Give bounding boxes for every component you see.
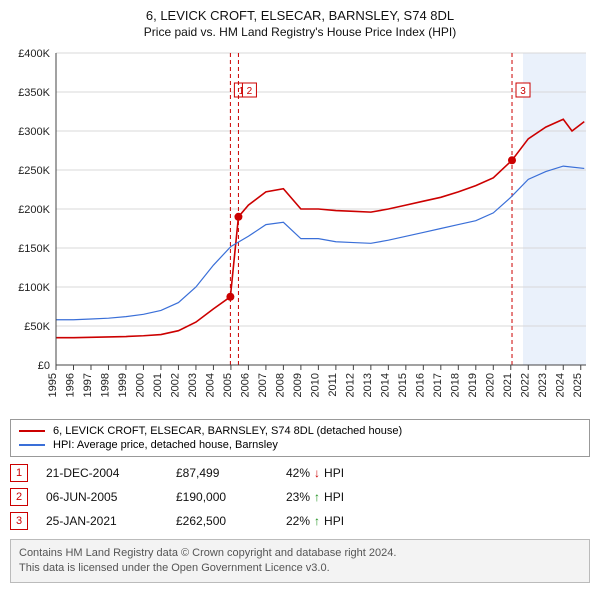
marker-delta-suffix: HPI (324, 514, 344, 528)
price-chart: £0 £50K £100K £150K £200K £250K £300K £350K £400… (0, 43, 600, 413)
svg-text:2019: 2019 (467, 373, 479, 397)
svg-text:2008: 2008 (274, 373, 286, 397)
marker-delta-pct: 22% (286, 514, 310, 528)
marker-delta: 22% ↑ HPI (286, 514, 344, 528)
svg-text:2009: 2009 (292, 373, 304, 397)
svg-text:£300K: £300K (18, 126, 50, 138)
svg-text:1997: 1997 (82, 373, 94, 397)
marker-delta: 23% ↑ HPI (286, 490, 344, 504)
marker-delta-pct: 23% (286, 490, 310, 504)
marker-date: 21-DEC-2004 (46, 466, 176, 480)
markers-table: 1 21-DEC-2004£87,49942% ↓ HPI 2 06-JUN-2005£1… (10, 461, 590, 533)
legend-swatch (19, 430, 45, 432)
svg-text:2002: 2002 (169, 373, 181, 397)
svg-text:2025: 2025 (572, 373, 584, 397)
svg-text:2022: 2022 (519, 373, 531, 397)
svg-text:2020: 2020 (484, 373, 496, 397)
svg-text:2023: 2023 (537, 373, 549, 397)
svg-text:2021: 2021 (502, 373, 514, 397)
svg-text:2007: 2007 (257, 373, 269, 397)
svg-text:1998: 1998 (99, 373, 111, 397)
marker-badge: 3 (10, 512, 28, 530)
title-line-2: Price paid vs. HM Land Registry's House … (10, 25, 590, 39)
marker-price: £87,499 (176, 466, 286, 480)
attribution-footer: Contains HM Land Registry data © Crown c… (10, 539, 590, 583)
legend-swatch (19, 444, 45, 446)
svg-text:1999: 1999 (117, 373, 129, 397)
svg-text:2000: 2000 (134, 373, 146, 397)
legend-item: HPI: Average price, detached house, Barn… (19, 438, 581, 452)
marker-delta: 42% ↓ HPI (286, 466, 344, 480)
svg-text:2010: 2010 (309, 373, 321, 397)
marker-price: £262,500 (176, 514, 286, 528)
svg-text:£150K: £150K (18, 243, 50, 255)
legend-label: 6, LEVICK CROFT, ELSECAR, BARNSLEY, S74 … (53, 425, 402, 437)
arrow-down-icon: ↓ (314, 466, 320, 480)
svg-text:2006: 2006 (239, 373, 251, 397)
svg-text:2011: 2011 (327, 373, 339, 397)
marker-row: 1 21-DEC-2004£87,49942% ↓ HPI (10, 461, 590, 485)
svg-text:2001: 2001 (152, 373, 164, 397)
arrow-up-icon: ↑ (314, 490, 320, 504)
arrow-up-icon: ↑ (314, 514, 320, 528)
svg-text:1995: 1995 (47, 373, 59, 397)
svg-text:£250K: £250K (18, 165, 50, 177)
legend-label: HPI: Average price, detached house, Barn… (53, 439, 278, 451)
footer-line-1: Contains HM Land Registry data © Crown c… (19, 546, 581, 561)
svg-text:2005: 2005 (222, 373, 234, 397)
title-line-1: 6, LEVICK CROFT, ELSECAR, BARNSLEY, S74 … (10, 8, 590, 23)
marker-delta-suffix: HPI (324, 466, 344, 480)
svg-text:2014: 2014 (379, 373, 391, 397)
marker-date: 25-JAN-2021 (46, 514, 176, 528)
svg-text:2004: 2004 (204, 373, 216, 397)
svg-text:2017: 2017 (432, 373, 444, 397)
legend: 6, LEVICK CROFT, ELSECAR, BARNSLEY, S74 … (10, 419, 590, 457)
marker-badge: 1 (10, 464, 28, 482)
svg-text:£100K: £100K (18, 282, 50, 294)
marker-row: 3 25-JAN-2021£262,50022% ↑ HPI (10, 509, 590, 533)
svg-text:£400K: £400K (18, 48, 50, 60)
svg-text:£0: £0 (38, 360, 50, 372)
svg-text:2018: 2018 (449, 373, 461, 397)
svg-text:2003: 2003 (187, 373, 199, 397)
marker-badge: 2 (10, 488, 28, 506)
svg-text:2015: 2015 (397, 373, 409, 397)
legend-item: 6, LEVICK CROFT, ELSECAR, BARNSLEY, S74 … (19, 424, 581, 438)
footer-line-2: This data is licensed under the Open Gov… (19, 561, 581, 576)
svg-text:2013: 2013 (362, 373, 374, 397)
marker-price: £190,000 (176, 490, 286, 504)
chart-titles: 6, LEVICK CROFT, ELSECAR, BARNSLEY, S74 … (0, 0, 600, 43)
svg-text:2024: 2024 (554, 373, 566, 397)
svg-text:2016: 2016 (414, 373, 426, 397)
chart-area: £0 £50K £100K £150K £200K £250K £300K £350K £400… (0, 43, 600, 413)
marker-row: 2 06-JUN-2005£190,00023% ↑ HPI (10, 485, 590, 509)
marker-date: 06-JUN-2005 (46, 490, 176, 504)
marker-delta-pct: 42% (286, 466, 310, 480)
svg-text:£200K: £200K (18, 204, 50, 216)
svg-text:2012: 2012 (344, 373, 356, 397)
svg-text:2: 2 (247, 86, 253, 97)
svg-text:1996: 1996 (64, 373, 76, 397)
svg-text:£350K: £350K (18, 87, 50, 99)
marker-delta-suffix: HPI (324, 490, 344, 504)
svg-text:£50K: £50K (24, 321, 50, 333)
svg-text:3: 3 (520, 86, 526, 97)
